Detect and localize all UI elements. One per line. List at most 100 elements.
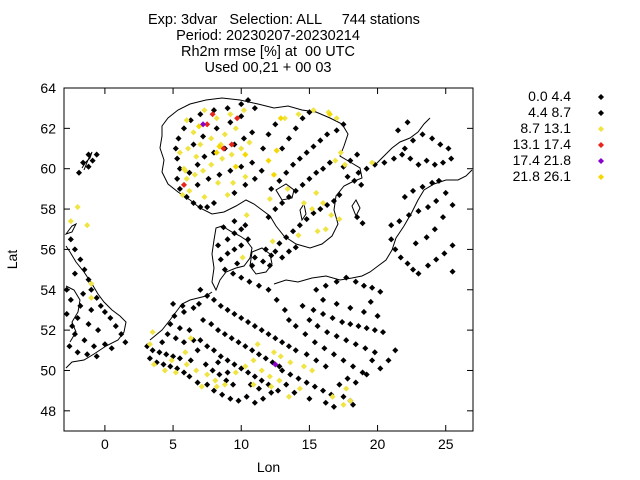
station-point <box>231 230 238 237</box>
station-point <box>352 379 359 386</box>
station-point <box>299 115 306 122</box>
station-point <box>174 155 181 162</box>
station-point <box>231 361 238 368</box>
y-axis-label: Lat <box>4 250 20 270</box>
station-point <box>265 214 272 221</box>
station-point <box>201 153 208 160</box>
station-point <box>81 337 88 344</box>
station-point <box>198 383 205 390</box>
coastline-continent-west <box>149 291 213 341</box>
station-point <box>254 341 261 348</box>
station-point <box>194 379 201 386</box>
station-point <box>182 349 189 356</box>
station-point <box>333 333 340 340</box>
station-point <box>197 111 204 118</box>
station-point <box>112 323 119 330</box>
station-point <box>359 220 366 227</box>
station-point <box>249 262 256 269</box>
station-point <box>209 367 216 374</box>
station-point <box>101 308 108 315</box>
axes-layer: 0 5 10 15 20 25 48 50 52 54 56 58 60 62 64 <box>40 80 473 452</box>
station-point <box>285 135 292 142</box>
station-point <box>195 300 202 307</box>
station-point <box>66 343 73 350</box>
station-point <box>224 250 231 257</box>
station-point <box>224 236 231 243</box>
station-point <box>377 288 384 295</box>
station-point <box>407 155 414 162</box>
station-point <box>258 377 265 384</box>
station-point <box>347 321 354 328</box>
station-point <box>424 204 432 211</box>
station-point <box>251 373 258 380</box>
x-tick-label: 10 <box>233 436 249 452</box>
station-point <box>313 189 320 196</box>
station-point <box>190 141 197 148</box>
station-point <box>399 151 406 158</box>
station-point <box>310 306 317 313</box>
station-point <box>442 189 449 196</box>
station-point <box>419 183 426 190</box>
station-point <box>313 357 320 364</box>
station-point <box>268 252 275 259</box>
station-point <box>197 337 204 344</box>
legend-entry-label: 4.4 8.7 <box>528 104 571 120</box>
station-point <box>224 105 231 112</box>
station-point <box>401 193 408 200</box>
y-tick-label: 56 <box>40 241 56 257</box>
station-point <box>397 254 404 261</box>
station-point <box>347 157 354 164</box>
station-point <box>238 365 245 372</box>
station-point <box>266 195 273 202</box>
station-point <box>160 361 167 368</box>
station-point <box>328 212 335 219</box>
station-point <box>227 167 234 174</box>
station-point <box>385 357 392 364</box>
station-point <box>392 246 399 253</box>
station-point <box>250 357 257 364</box>
station-point <box>228 151 235 158</box>
station-point <box>215 327 222 334</box>
station-point <box>74 349 81 356</box>
station-point <box>409 266 417 273</box>
station-point <box>69 323 76 330</box>
station-point <box>197 141 204 148</box>
station-point <box>164 331 171 338</box>
station-point <box>187 335 194 342</box>
station-point <box>306 109 313 116</box>
legend: 0.0 4.4 4.4 8.7 8.7 13.113.1 17.417.4 21… <box>513 88 605 184</box>
station-point <box>210 347 217 354</box>
station-point <box>250 381 257 388</box>
station-point <box>415 270 422 277</box>
station-point <box>238 145 245 152</box>
station-point <box>251 399 258 406</box>
station-point <box>180 369 187 376</box>
station-point <box>238 163 245 170</box>
station-point <box>204 381 211 388</box>
station-point <box>423 157 430 164</box>
station-point <box>266 262 273 269</box>
title-line-3: Rh2m rmse [%] at 00 UTC <box>180 44 356 60</box>
coastline-bothnia <box>375 117 431 165</box>
station-point <box>445 145 452 152</box>
station-point <box>284 185 291 192</box>
station-point <box>429 135 436 142</box>
station-point <box>277 115 284 122</box>
station-point <box>296 222 303 229</box>
station-point <box>186 169 193 176</box>
station-point <box>344 375 351 382</box>
coastline-layer <box>64 97 473 369</box>
station-point <box>146 341 153 348</box>
station-point <box>209 111 216 118</box>
station-point <box>296 155 303 162</box>
station-point <box>332 157 339 164</box>
station-point <box>279 367 286 374</box>
station-point <box>208 321 215 328</box>
station-point <box>243 393 250 400</box>
station-point <box>270 349 277 356</box>
station-point <box>150 361 158 368</box>
station-point <box>344 173 351 180</box>
station-point <box>340 401 347 408</box>
station-point <box>215 179 222 186</box>
station-point <box>404 260 411 267</box>
